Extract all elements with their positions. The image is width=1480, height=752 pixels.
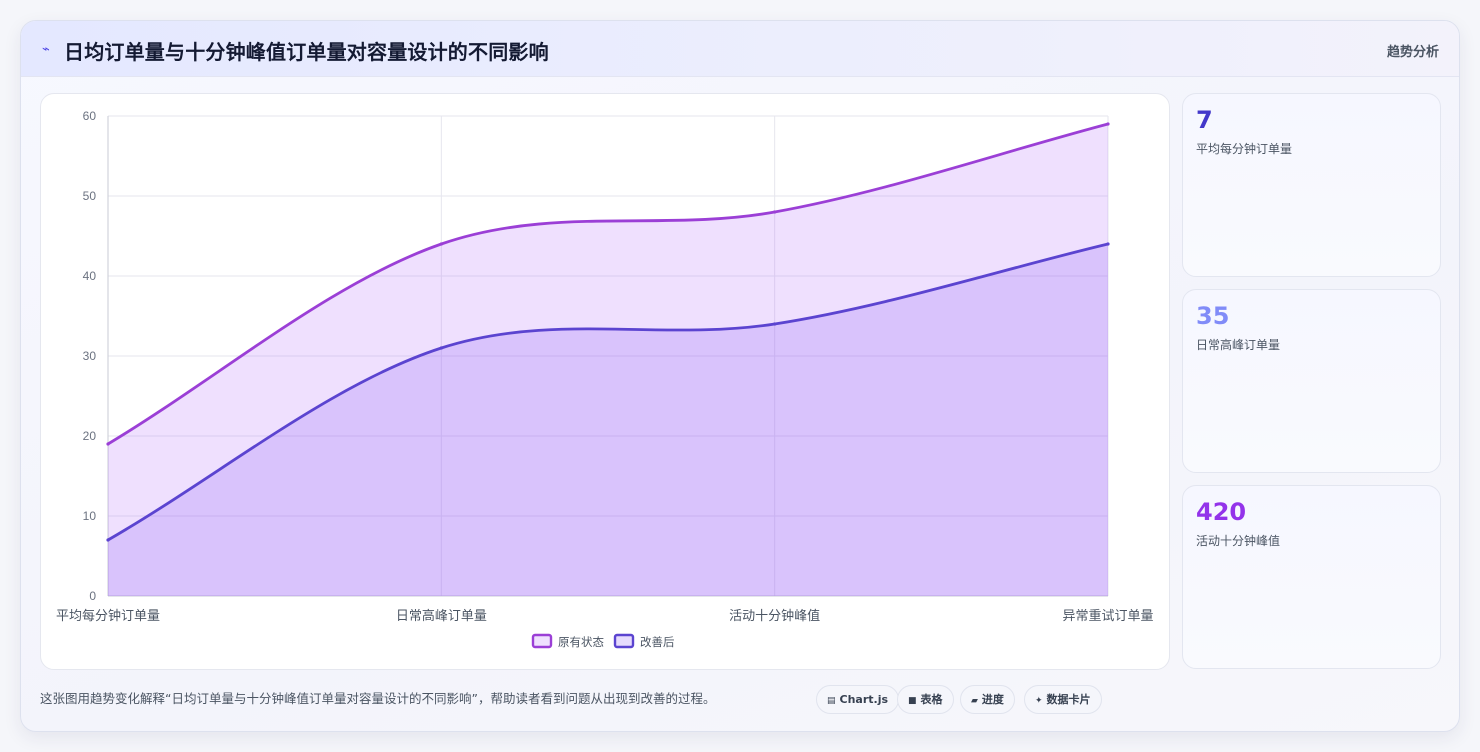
y-tick-label: 0 — [89, 589, 96, 603]
data-point — [1106, 122, 1110, 126]
trend-analysis-tag: 趋势分析 — [1386, 45, 1439, 60]
chartjs-pill[interactable]: ▤ Chart.js — [816, 685, 900, 714]
data-point — [439, 242, 443, 246]
sparkline-icon: ⌁ — [42, 42, 50, 57]
pill-label: 数据卡片 — [1046, 693, 1091, 706]
y-tick-label: 50 — [83, 189, 97, 203]
x-tick-label: 活动十分钟峰值 — [729, 608, 820, 624]
pill-label: 表格 — [920, 693, 943, 706]
series-line-1 — [107, 122, 1109, 446]
page-title: 日均订单量与十分钟峰值订单量对容量设计的不同影响 — [64, 40, 549, 64]
data-point — [439, 346, 443, 350]
legend-swatch — [613, 633, 635, 649]
stat-value: 7 — [1196, 106, 1213, 134]
stat-label: 平均每分钟订单量 — [1196, 142, 1293, 156]
pill-label: Chart.js — [839, 693, 889, 706]
legend-label: 改善后 — [640, 635, 675, 649]
y-tick-label: 60 — [83, 109, 97, 123]
data-point — [773, 322, 777, 326]
progress-icon: ▰ — [971, 696, 978, 706]
stat-card-avg: 7 平均每分钟订单量 — [1182, 93, 1441, 277]
stat-value: 420 — [1196, 498, 1247, 526]
y-tick-label: 20 — [83, 429, 97, 443]
data-point — [1106, 242, 1110, 246]
data-point — [106, 442, 110, 446]
legend-swatch — [531, 633, 553, 649]
chart-icon: ▤ — [827, 696, 836, 706]
main-card: ⌁ 日均订单量与十分钟峰值订单量对容量设计的不同影响 趋势分析 0 10 20 30 4… — [20, 20, 1460, 732]
stat-card-event-peak: 420 活动十分钟峰值 — [1182, 485, 1441, 669]
legend-label: 原有状态 — [558, 635, 604, 649]
stat-label: 日常高峰订单量 — [1196, 338, 1281, 352]
table-icon: ■ — [908, 696, 917, 706]
data-card-pill[interactable]: ✦ 数据卡片 — [1024, 685, 1102, 714]
y-tick-label: 40 — [83, 269, 97, 283]
x-tick-label: 日常高峰订单量 — [396, 608, 487, 624]
series-line-2 — [107, 242, 1109, 542]
x-tick-label: 异常重试订单量 — [1062, 608, 1153, 624]
chart-caption: 这张图用趋势变化解释“日均订单量与十分钟峰值订单量对容量设计的不同影响”，帮助读… — [40, 691, 716, 706]
y-tick-label: 10 — [83, 509, 97, 523]
star-icon: ✦ — [1035, 696, 1043, 706]
stat-label: 活动十分钟峰值 — [1196, 534, 1281, 548]
chart-panel: 0 10 20 30 40 50 60 平均每分钟订单量 日常高峰订单量 活动十分钟峰值 异常重试订… — [40, 93, 1170, 670]
series-area-2 — [108, 244, 1108, 596]
x-tick-label: 平均每分钟订单量 — [56, 608, 160, 624]
progress-pill[interactable]: ▰ 进度 — [960, 685, 1015, 714]
stat-card-daily-peak: 35 日常高峰订单量 — [1182, 289, 1441, 473]
stat-value: 35 — [1196, 302, 1230, 330]
table-pill[interactable]: ■ 表格 — [897, 685, 954, 714]
pill-label: 进度 — [981, 693, 1004, 706]
card-header: ⌁ 日均订单量与十分钟峰值订单量对容量设计的不同影响 趋势分析 — [21, 21, 1459, 77]
data-point — [773, 210, 777, 214]
y-tick-label: 30 — [83, 349, 97, 363]
area-chart: 0 10 20 30 40 50 60 平均每分钟订单量 日常高峰订单量 活动十分钟峰值 异常重试订… — [56, 109, 1154, 649]
data-point — [106, 538, 110, 542]
series-area-1 — [108, 124, 1108, 596]
